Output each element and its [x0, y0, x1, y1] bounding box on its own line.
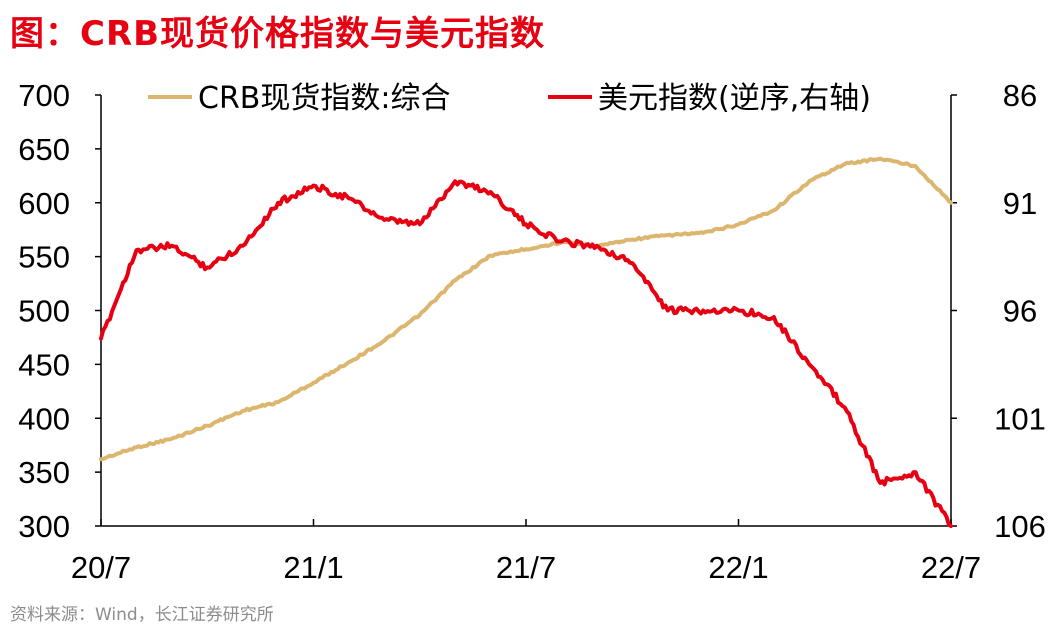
tick-labels: 700 650 600 550 500 450 400 350 300 86 91 96 101 106 2…	[18, 78, 1046, 585]
legend-label-2: 美元指数(逆序,右轴)	[598, 81, 871, 116]
left-tick-label: 450	[18, 347, 70, 382]
x-tick-label: 20/7	[71, 550, 131, 585]
right-tick-label: 86	[1003, 78, 1037, 113]
series-line-2	[99, 179, 953, 528]
axes	[95, 94, 957, 527]
left-tick-label: 700	[18, 78, 70, 113]
x-tick-label: 21/1	[283, 550, 343, 585]
chart-title: 图：CRB现货价格指数与美元指数	[10, 14, 546, 54]
left-tick-label: 600	[18, 186, 70, 221]
right-tick-label: 91	[1003, 186, 1037, 221]
x-tick-label: 22/1	[708, 550, 768, 585]
right-tick-label: 96	[1003, 294, 1037, 329]
left-tick-label: 550	[18, 240, 70, 275]
x-tick-label: 22/7	[921, 550, 981, 585]
x-tick-label: 21/7	[496, 550, 556, 585]
right-tick-label: 106	[994, 509, 1046, 544]
legend: CRB现货指数:综合 美元指数(逆序,右轴)	[148, 81, 871, 116]
left-tick-label: 650	[18, 132, 70, 167]
left-tick-label: 500	[18, 294, 70, 329]
right-tick-label: 101	[994, 401, 1046, 436]
left-tick-label: 350	[18, 455, 70, 490]
source-note: 资料来源：Wind，长江证券研究所	[10, 605, 274, 625]
series-line-1	[99, 156, 953, 462]
series-lines	[99, 156, 953, 528]
legend-label-1: CRB现货指数:综合	[198, 81, 450, 116]
left-tick-label: 300	[18, 509, 70, 544]
left-tick-label: 400	[18, 401, 70, 436]
